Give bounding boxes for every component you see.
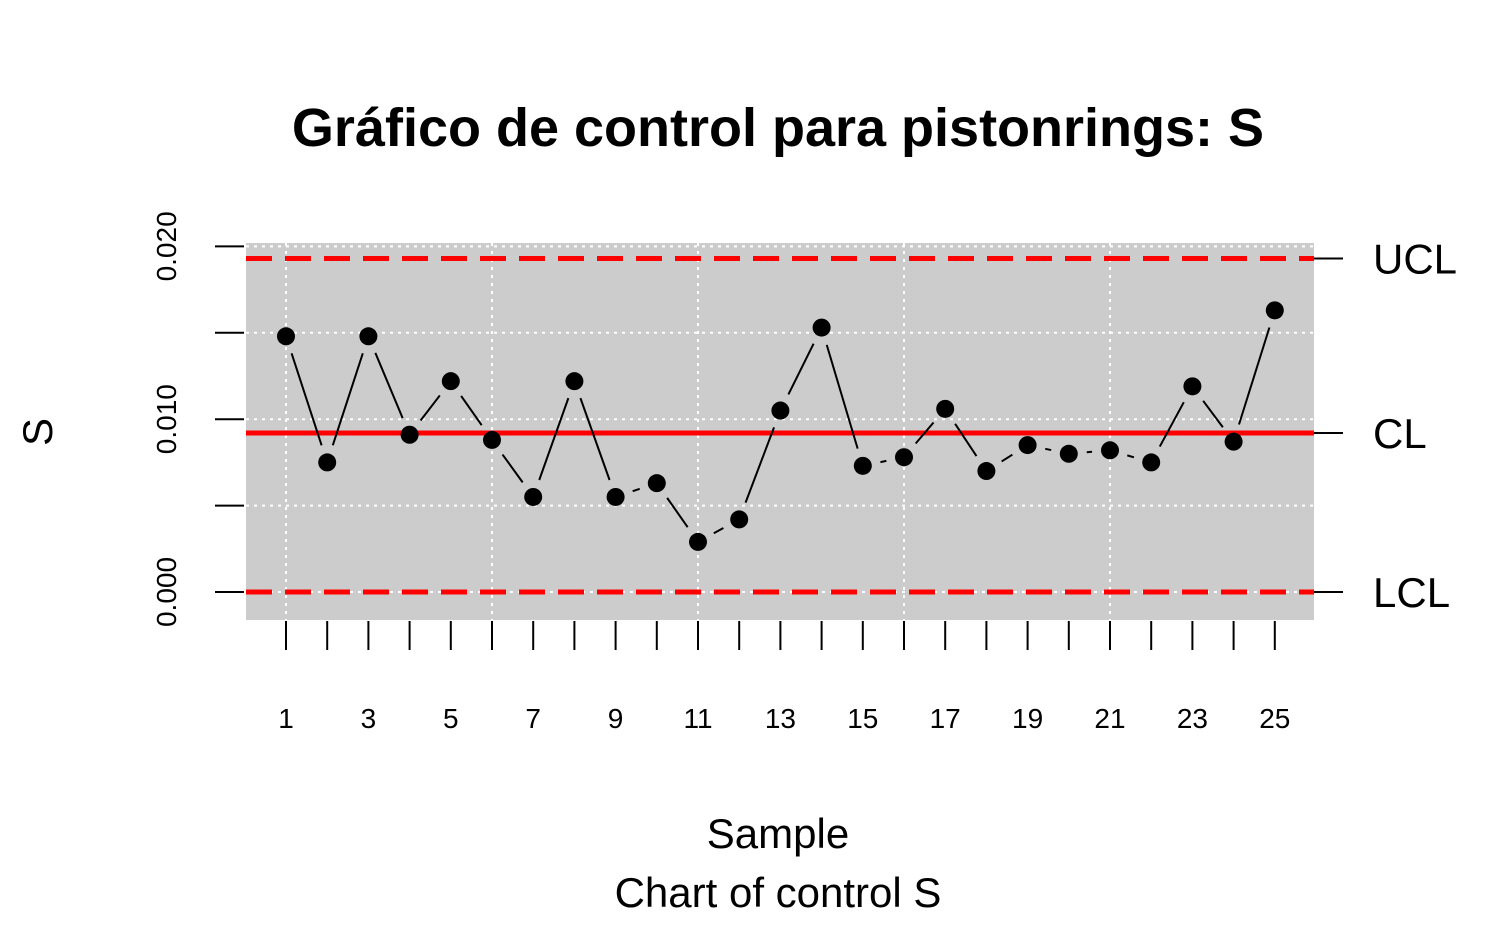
series-segment <box>1238 327 1271 425</box>
data-point <box>565 372 584 391</box>
data-point <box>689 532 707 551</box>
data-point <box>1101 441 1119 460</box>
data-point <box>318 453 337 472</box>
data-point <box>277 327 295 346</box>
data-point <box>812 318 831 337</box>
series-segment <box>579 397 611 481</box>
series-segment <box>825 344 859 449</box>
data-series <box>277 301 1284 551</box>
data-point <box>524 487 543 506</box>
limit-label-ucl: UCL <box>1373 235 1457 282</box>
data-point <box>647 474 666 493</box>
x-tick-label: 25 <box>1259 703 1290 734</box>
series-segment <box>787 343 815 395</box>
x-axis: 1 3 5 7 9 11 13 15 17 19 21 23 25 <box>278 621 1290 734</box>
y-axis-title: S <box>14 418 61 446</box>
data-point <box>483 430 501 449</box>
x-tick-label: 11 <box>683 703 712 734</box>
limit-label-cl: CL <box>1373 410 1427 457</box>
y-tick-label: 0.000 <box>151 557 182 627</box>
x-tick-label: 21 <box>1094 703 1125 734</box>
series-segment <box>1126 454 1135 459</box>
data-point <box>1059 444 1078 463</box>
x-tick-label: 13 <box>765 703 796 734</box>
series-segment <box>880 459 887 464</box>
series-segment <box>1158 401 1185 448</box>
series-segment <box>666 497 689 528</box>
x-tick-label: 1 <box>278 703 294 734</box>
chart-subtitle: Chart of control S <box>615 869 942 916</box>
series-segment <box>1001 453 1013 463</box>
series-segment <box>501 453 524 483</box>
series-segment <box>1045 447 1052 452</box>
x-axis-title: Sample <box>707 810 849 857</box>
x-tick-label: 5 <box>443 703 459 734</box>
control-limits <box>246 255 1314 595</box>
y-tick-label: 0.020 <box>151 211 182 281</box>
series-segment <box>290 353 323 446</box>
x-tick-label: 17 <box>930 703 961 734</box>
limit-axis: UCL CL LCL <box>1314 235 1457 616</box>
series-segment <box>331 353 364 446</box>
x-tick-label: 15 <box>847 703 878 734</box>
data-point <box>1018 436 1037 455</box>
data-point <box>441 372 460 391</box>
series-segment <box>744 427 775 503</box>
x-tick-label: 9 <box>608 703 624 734</box>
data-point <box>977 462 996 481</box>
data-point <box>730 510 749 529</box>
series-segment <box>538 397 570 481</box>
data-point <box>895 448 913 467</box>
series-segment <box>374 352 404 419</box>
y-tick-label: 0.010 <box>151 384 182 454</box>
data-point <box>606 487 625 506</box>
data-point <box>400 425 419 444</box>
x-tick-label: 7 <box>525 703 541 734</box>
series-segment <box>914 421 935 445</box>
data-point <box>853 456 872 475</box>
series-segment <box>713 527 724 535</box>
series-segment <box>419 394 441 422</box>
chart-title: Gráfico de control para pistonrings: S <box>292 98 1264 158</box>
data-point <box>771 401 790 420</box>
data-point <box>359 327 378 346</box>
y-axis: 0.000 0.010 0.020 <box>151 211 244 627</box>
series-segment <box>460 395 483 426</box>
limit-label-lcl: LCL <box>1373 569 1450 616</box>
data-point <box>1224 432 1243 451</box>
x-tick-label: 3 <box>361 703 377 734</box>
series-segment <box>632 487 641 493</box>
data-point <box>1142 453 1161 472</box>
series-segment <box>954 423 978 457</box>
series-segment <box>1202 400 1224 428</box>
data-point <box>936 399 955 418</box>
x-tick-label: 19 <box>1012 703 1043 734</box>
x-tick-label: 23 <box>1177 703 1208 734</box>
data-point <box>1183 377 1202 396</box>
data-point <box>1265 301 1284 320</box>
